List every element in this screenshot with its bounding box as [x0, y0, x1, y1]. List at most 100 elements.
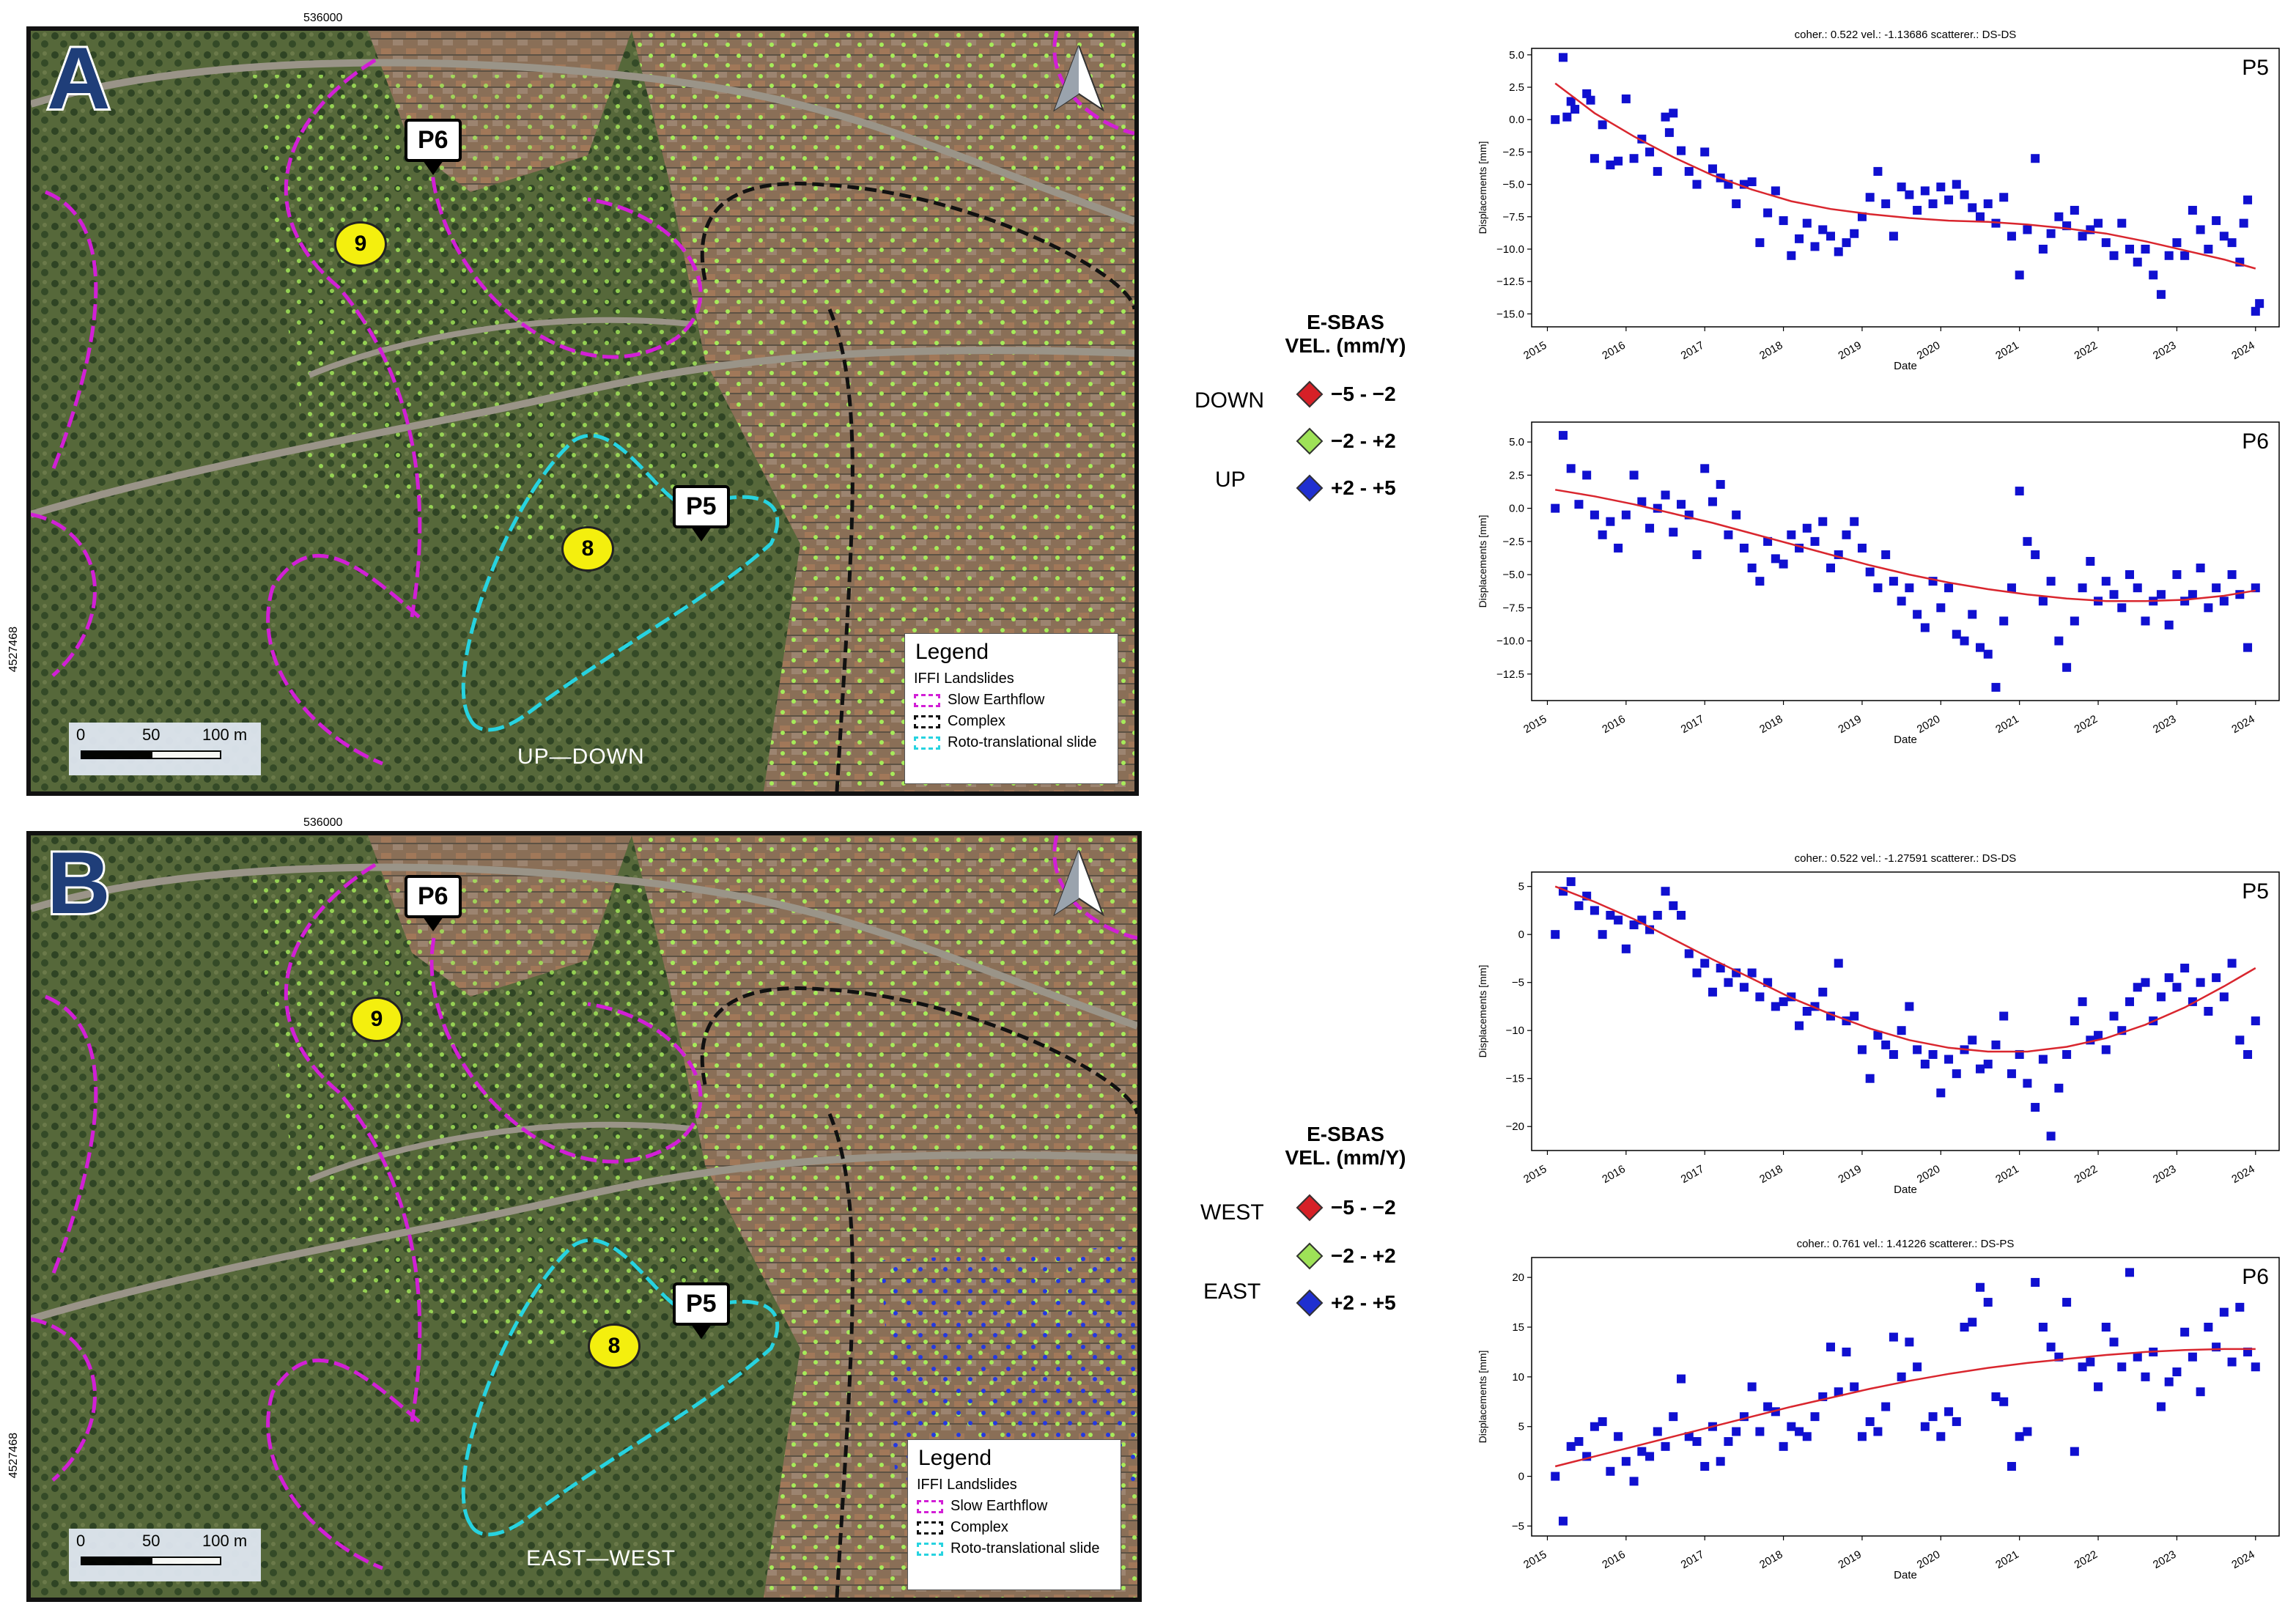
data-point	[1905, 583, 1914, 593]
data-point	[2180, 1327, 2190, 1337]
data-point	[2054, 212, 2064, 221]
trend-line	[1554, 82, 2256, 270]
data-point	[1732, 199, 1741, 209]
x-tick-label: 2019	[1837, 339, 1864, 362]
data-point	[1724, 978, 1733, 987]
data-point	[2031, 1277, 2040, 1287]
data-point	[1716, 480, 1725, 490]
chart-point-label: P5	[2242, 56, 2269, 80]
data-point	[1779, 1441, 1788, 1451]
data-point	[2141, 1372, 2150, 1381]
data-point	[2125, 997, 2134, 1006]
x-tick-label: 2019	[1837, 1163, 1864, 1186]
data-point	[2117, 1362, 2127, 1372]
data-point	[1645, 523, 1655, 533]
data-point	[2227, 570, 2237, 580]
vel-class-pos-b: +2 - +5	[1296, 1289, 1396, 1317]
y-tick-label: 0.0	[1509, 503, 1524, 515]
data-point	[1936, 603, 1946, 613]
plot-area	[1531, 421, 2280, 701]
data-point	[1834, 247, 1843, 256]
data-point	[1999, 1011, 2009, 1021]
data-point	[1692, 180, 1702, 189]
data-point	[1873, 166, 1883, 176]
data-point	[1562, 112, 1572, 122]
data-point	[1944, 583, 1954, 593]
data-point	[1865, 1074, 1875, 1083]
data-point	[2243, 1347, 2253, 1356]
trend-line	[1554, 885, 2256, 1053]
data-point	[1936, 182, 1946, 192]
data-point	[2086, 1035, 2095, 1045]
scale-tick-100: 100 m	[202, 725, 248, 744]
data-point	[1739, 543, 1749, 553]
data-point	[2070, 616, 2079, 626]
y-tick-label: −15	[1506, 1073, 1524, 1085]
data-point	[1661, 490, 1670, 500]
data-point	[1677, 910, 1686, 920]
data-point	[1787, 251, 1796, 260]
data-point	[1913, 610, 1922, 619]
data-point	[1850, 229, 1859, 238]
data-point	[1598, 530, 1607, 539]
data-point	[1637, 497, 1647, 506]
chart-point-label: P6	[2242, 1265, 2269, 1289]
data-point	[1897, 1026, 1906, 1035]
data-point	[1826, 1343, 1835, 1352]
data-point	[1905, 1337, 1914, 1347]
data-point	[1913, 1362, 1922, 1372]
x-tick-label: 2018	[1757, 1548, 1784, 1571]
data-point	[2251, 1016, 2260, 1026]
data-point	[2101, 1323, 2111, 1332]
data-point	[1653, 503, 1662, 513]
data-point	[1708, 987, 1717, 997]
data-point	[1779, 216, 1788, 226]
data-point	[1842, 238, 1851, 248]
data-point	[2094, 1030, 2103, 1040]
data-point	[2204, 1323, 2213, 1332]
x-tick-label: 2024	[2229, 713, 2256, 736]
data-point	[2133, 257, 2142, 267]
data-point	[1795, 543, 1804, 553]
data-point	[1669, 108, 1678, 118]
trend-line	[1554, 1348, 2256, 1468]
data-point	[1590, 510, 1599, 520]
data-point	[1873, 1427, 1883, 1436]
data-point	[1590, 906, 1599, 915]
legend-item-slow-earthflow: Slow Earthflow	[914, 692, 1109, 709]
map-b-mode-label: EAST—WEST	[526, 1546, 676, 1570]
x-tick-label: 2018	[1757, 339, 1784, 362]
data-point	[2180, 251, 2190, 260]
x-tick-label: 2021	[1993, 1163, 2020, 1186]
data-point	[2062, 1049, 2072, 1059]
data-point	[1637, 915, 1647, 925]
legend-item-roto-translational: Roto-translational slide	[917, 1540, 1112, 1557]
data-point	[1889, 232, 1898, 241]
data-point	[1779, 559, 1788, 569]
data-point	[2156, 992, 2166, 1002]
data-point	[2007, 1462, 2016, 1471]
data-point	[2038, 244, 2048, 254]
data-point	[1983, 1060, 1993, 1069]
data-point	[1724, 180, 1733, 189]
map-a-mode-label: UP—DOWN	[517, 745, 645, 769]
chart-title: coher.: 0.522 vel.: -1.13686 scatterer.:…	[1795, 29, 2017, 41]
data-point	[2109, 590, 2119, 599]
landslide-badge-9-a: 9	[334, 221, 387, 267]
data-point	[1570, 105, 1580, 114]
data-point	[1802, 1432, 1812, 1441]
data-point	[1763, 536, 1773, 546]
y-tick-label: 2.5	[1509, 469, 1524, 481]
data-point	[1574, 901, 1584, 910]
data-point	[1692, 968, 1702, 978]
data-point	[1551, 503, 1560, 513]
data-point	[1669, 1412, 1678, 1422]
data-point	[1889, 1049, 1898, 1059]
data-point	[2188, 1352, 2197, 1362]
y-tick-label: −12.5	[1496, 276, 1524, 288]
data-point	[1566, 1441, 1576, 1451]
data-point	[1732, 968, 1741, 978]
data-point	[2117, 1026, 2127, 1035]
vel-legend-b-west: WEST	[1200, 1200, 1264, 1225]
x-tick-label: 2018	[1757, 713, 1784, 736]
